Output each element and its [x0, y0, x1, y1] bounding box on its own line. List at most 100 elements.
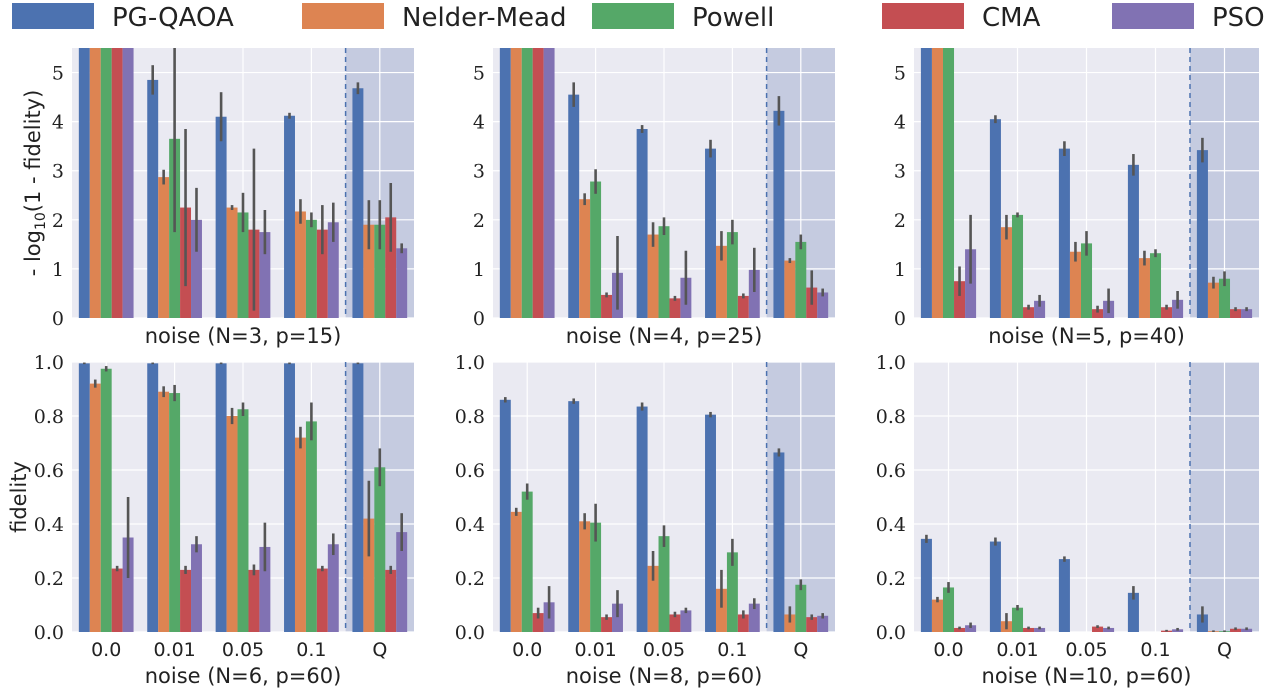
- bar-nelder-mead: [784, 260, 796, 318]
- bar-pg-qaoa: [352, 88, 364, 318]
- bar-pg-qaoa: [773, 110, 785, 318]
- y-axis-label: fidelity: [7, 461, 31, 533]
- y-tick-label: 0.6: [34, 460, 64, 482]
- y-tick-label: 5: [894, 63, 906, 85]
- bar-pso: [1034, 300, 1046, 318]
- bar-cma: [1092, 309, 1104, 318]
- bar-powell: [942, 48, 955, 318]
- bar-cma: [248, 569, 260, 632]
- y-tick-label: 0.0: [455, 622, 485, 644]
- bar-pg-qaoa: [636, 406, 648, 632]
- y-tick-label: 0.4: [876, 514, 906, 536]
- bar-powell: [1011, 607, 1024, 632]
- legend: PG-QAOA Nelder-Mead Powell CMA PSO: [12, 3, 1265, 33]
- y-tick-label: 0.8: [34, 406, 64, 428]
- bar-nelder-mead: [363, 518, 375, 632]
- x-tick-label: Q: [1217, 639, 1232, 661]
- bar-nelder-mead: [1069, 251, 1081, 318]
- bar-cma: [316, 568, 328, 632]
- bar-pso: [191, 219, 202, 318]
- y-tick-label: 2: [52, 210, 64, 232]
- bar-pg-qaoa: [636, 129, 648, 318]
- bar-powell: [1080, 243, 1093, 318]
- bar-cma: [111, 48, 123, 318]
- y-axis-label: - log10(1 - fidelity): [21, 90, 49, 277]
- bar-pso: [817, 292, 829, 318]
- bar-pg-qaoa: [352, 363, 364, 632]
- bar-cma: [737, 295, 749, 318]
- x-axis-label: noise (N=6, p=60): [145, 664, 342, 688]
- y-tick-label: 0.2: [455, 568, 485, 590]
- bar-powell: [658, 226, 670, 318]
- legend-label: PSO: [1212, 3, 1265, 33]
- bar-pg-qaoa: [78, 363, 90, 632]
- bar-cma: [385, 569, 397, 632]
- legend-swatch-pso: [1112, 3, 1194, 29]
- bar-cma: [532, 48, 544, 318]
- bar-pg-qaoa: [499, 399, 511, 632]
- bar-powell: [590, 522, 602, 632]
- bar-cma: [954, 281, 966, 318]
- bar-powell: [521, 491, 533, 632]
- bar-powell: [305, 219, 317, 318]
- y-tick-label: 1: [473, 259, 485, 281]
- y-tick-label: 5: [473, 63, 485, 85]
- bar-cma: [111, 568, 123, 632]
- y-tick-label: 0.8: [455, 406, 485, 428]
- bar-powell: [100, 368, 112, 632]
- bar-pg-qaoa: [1058, 148, 1070, 318]
- bar-pg-qaoa: [568, 94, 580, 319]
- bar-pso: [817, 615, 829, 632]
- bar-cma: [601, 617, 613, 632]
- x-axis-label: noise (N=5, p=40): [988, 324, 1185, 348]
- y-tick-label: 3: [52, 161, 64, 183]
- bar-cma: [601, 294, 613, 318]
- bar-nelder-mead: [294, 211, 306, 318]
- x-tick-label: 0.0: [933, 639, 963, 661]
- bar-nelder-mead: [510, 48, 522, 318]
- x-tick-label: 0.1: [296, 639, 326, 661]
- bar-pso: [543, 48, 555, 318]
- bar-nelder-mead: [294, 437, 306, 632]
- bar-powell: [1011, 214, 1024, 318]
- y-tick-label: 0.4: [34, 514, 64, 536]
- y-tick-label: 1.0: [876, 352, 906, 374]
- bar-pg-qaoa: [568, 401, 580, 632]
- bar-pg-qaoa: [215, 363, 227, 632]
- bar-nelder-mead: [931, 48, 943, 318]
- bar-pso: [748, 269, 760, 318]
- x-axis-label: noise (N=10, p=60): [982, 664, 1192, 688]
- y-tick-label: 0.2: [876, 568, 906, 590]
- legend-label: Powell: [692, 3, 774, 33]
- y-tick-label: 2: [473, 210, 485, 232]
- bar-cma: [1092, 626, 1104, 632]
- bar-pso: [191, 544, 202, 632]
- bar-pso: [122, 48, 134, 318]
- x-tick-label: 0.1: [717, 639, 747, 661]
- x-tick-label: 0.05: [222, 639, 264, 661]
- bar-powell: [237, 409, 249, 632]
- bar-nelder-mead: [931, 599, 943, 632]
- bar-nelder-mead: [1000, 227, 1012, 318]
- y-tick-label: 0.2: [34, 568, 64, 590]
- y-tick-label: 0: [894, 308, 906, 330]
- bar-pso: [1172, 299, 1184, 318]
- bar-nelder-mead: [715, 245, 727, 318]
- x-tick-label: 0.01: [574, 639, 616, 661]
- bar-powell: [237, 212, 249, 318]
- bar-pg-qaoa: [705, 148, 716, 318]
- bar-nelder-mead: [510, 511, 522, 632]
- bar-powell: [590, 181, 602, 318]
- x-tick-label: 0.05: [1065, 639, 1107, 661]
- bar-powell: [795, 584, 807, 632]
- bar-cma: [1230, 309, 1242, 318]
- bar-cma: [385, 217, 397, 318]
- bar-powell: [726, 232, 738, 318]
- bar-powell: [1149, 253, 1162, 318]
- bar-pg-qaoa: [920, 538, 932, 632]
- bar-cma: [1230, 628, 1242, 632]
- bar-nelder-mead: [89, 48, 101, 318]
- chart-panel: 0 1 2 3 4 5 noise (N=5, p=40): [894, 48, 1259, 348]
